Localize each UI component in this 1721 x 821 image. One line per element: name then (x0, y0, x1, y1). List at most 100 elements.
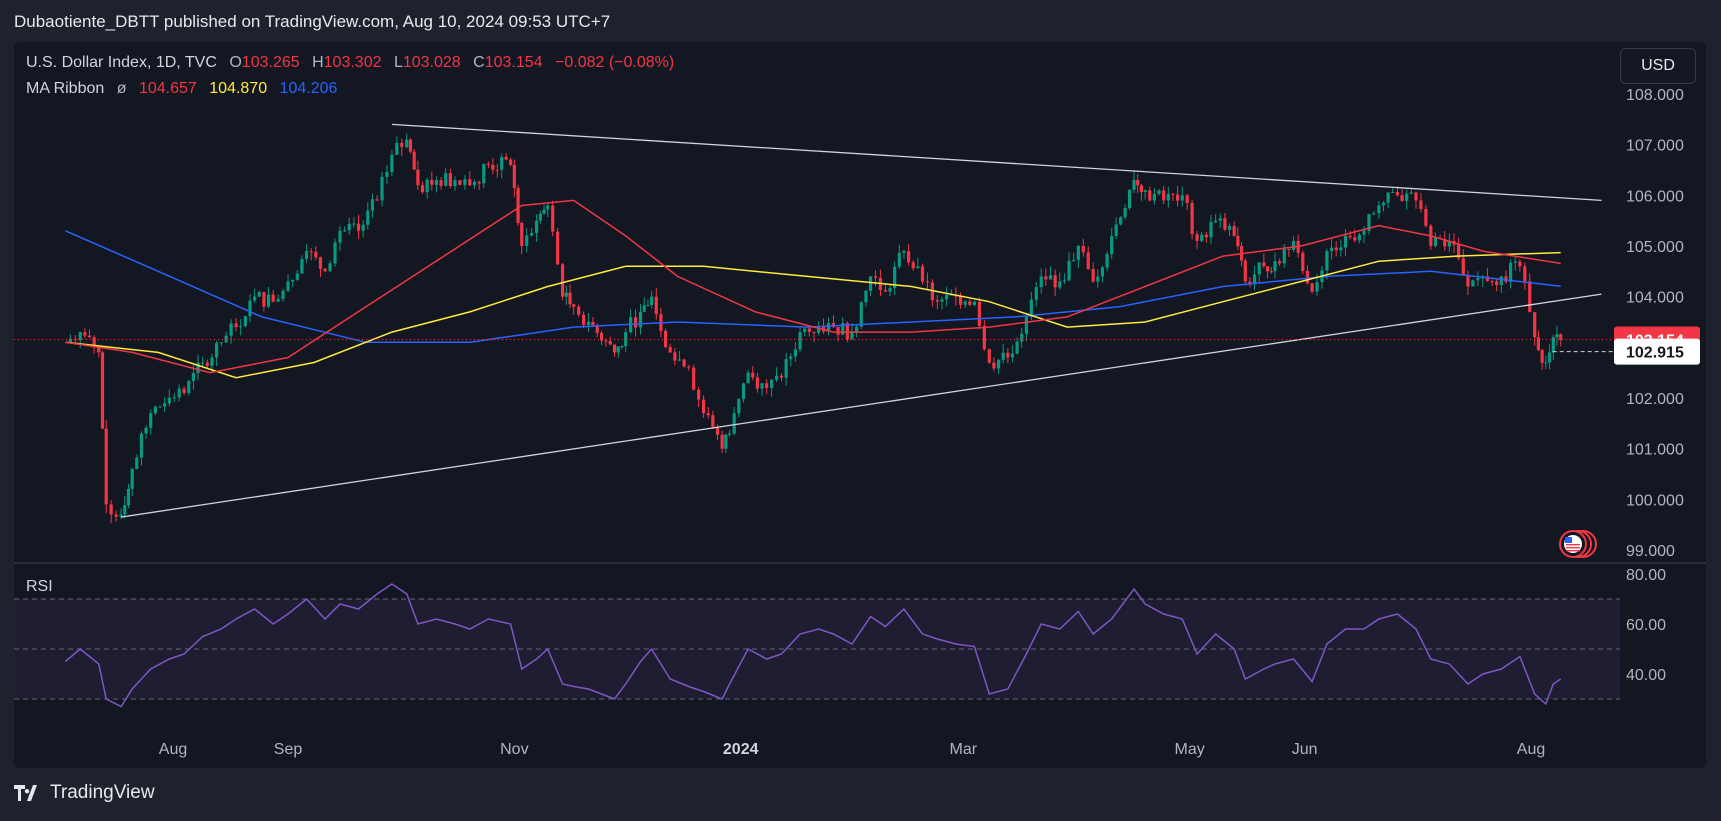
candle (612, 344, 617, 357)
candle (812, 331, 816, 342)
candle (1204, 231, 1208, 244)
candle-body (276, 298, 280, 302)
candle-body (1010, 353, 1015, 358)
high-label: H (312, 54, 324, 71)
candle (720, 430, 724, 453)
candle-body (911, 262, 915, 269)
candle (542, 204, 546, 215)
candle-body (599, 332, 604, 341)
candle (463, 175, 467, 190)
candle-body (1152, 193, 1156, 201)
candle-body (1395, 192, 1400, 196)
candle-body (214, 343, 219, 358)
candle (873, 270, 878, 287)
candle-body (482, 163, 486, 184)
candle-body (982, 325, 986, 350)
candle-body (542, 209, 546, 214)
candle (468, 171, 472, 187)
candle (1157, 188, 1161, 196)
ma-slow-line (65, 230, 1561, 344)
candle (149, 409, 153, 435)
ma-ribbon-label[interactable]: MA Ribbon (26, 80, 105, 97)
candle (1485, 268, 1490, 282)
candle (253, 288, 257, 303)
candle (727, 429, 732, 437)
candle-body (577, 306, 581, 315)
candle (577, 304, 581, 317)
previous-close-label-text: 102.915 (1626, 345, 1684, 362)
candle (520, 221, 524, 255)
candle (751, 366, 755, 381)
candle (286, 274, 290, 293)
candle (343, 226, 347, 232)
candle (1162, 185, 1166, 205)
candle (538, 210, 542, 224)
candle-body (1353, 237, 1357, 241)
chart-panel[interactable] (14, 42, 1706, 768)
candle (1180, 186, 1184, 207)
candle-body (1236, 235, 1240, 247)
candle (491, 158, 495, 175)
candle-body (530, 233, 534, 236)
candle-body (234, 323, 238, 328)
candle (996, 359, 1001, 374)
candle (1110, 227, 1114, 260)
candle-body (271, 294, 275, 302)
symbol-title[interactable]: U.S. Dollar Index, 1D, TVC (26, 54, 217, 71)
price-legend: U.S. Dollar Index, 1D, TVC O103.265 H103… (26, 54, 682, 72)
rsi-label[interactable]: RSI (26, 578, 53, 595)
candle (789, 352, 793, 367)
tradingview-logo[interactable]: TradingView (14, 782, 155, 804)
candle-body (356, 223, 361, 231)
candle-body (472, 181, 477, 186)
rsi-line (64, 583, 1562, 708)
candle (968, 299, 972, 307)
price-axis-tick: 106.000 (1626, 188, 1684, 205)
low-label: L (393, 54, 403, 71)
candle (1214, 214, 1218, 224)
candle-body (774, 375, 779, 380)
candle (1091, 262, 1095, 283)
candle (1476, 271, 1480, 287)
candle-body (1471, 280, 1475, 287)
candle-body (720, 434, 724, 449)
candle (1020, 327, 1024, 348)
candle-body (347, 223, 351, 231)
candle (732, 406, 736, 436)
candle (87, 329, 92, 338)
candle-body (638, 311, 643, 328)
candle (1010, 345, 1015, 363)
candle (1148, 186, 1152, 202)
candle-body (1119, 217, 1123, 225)
candle (352, 217, 356, 228)
candle (1123, 204, 1127, 220)
flag-stripe (1566, 547, 1580, 549)
candle-body (963, 301, 967, 305)
candle-body (196, 362, 200, 374)
candle (472, 179, 477, 189)
candle (1252, 265, 1257, 291)
candle-body (535, 220, 539, 234)
change-value: −0.082 (−0.08%) (555, 54, 675, 71)
candle (281, 288, 285, 302)
candle-body (1419, 200, 1423, 209)
candle-body (546, 205, 550, 210)
candle-body (135, 457, 139, 469)
ma-hidden-icon[interactable]: ø (116, 80, 127, 97)
candle-body (1067, 260, 1071, 281)
candle-body (1400, 195, 1404, 201)
candle (1062, 273, 1067, 285)
candle-body (760, 383, 764, 389)
candle (677, 350, 682, 362)
candle-body (1006, 352, 1010, 358)
candle-body (304, 251, 309, 260)
candle (229, 319, 233, 344)
candle (646, 299, 650, 307)
candle-body (1227, 226, 1232, 230)
currency-button[interactable]: USD (1620, 48, 1696, 84)
candle (864, 289, 868, 307)
candle (1523, 262, 1527, 290)
candle (591, 317, 595, 326)
candle (276, 294, 280, 303)
